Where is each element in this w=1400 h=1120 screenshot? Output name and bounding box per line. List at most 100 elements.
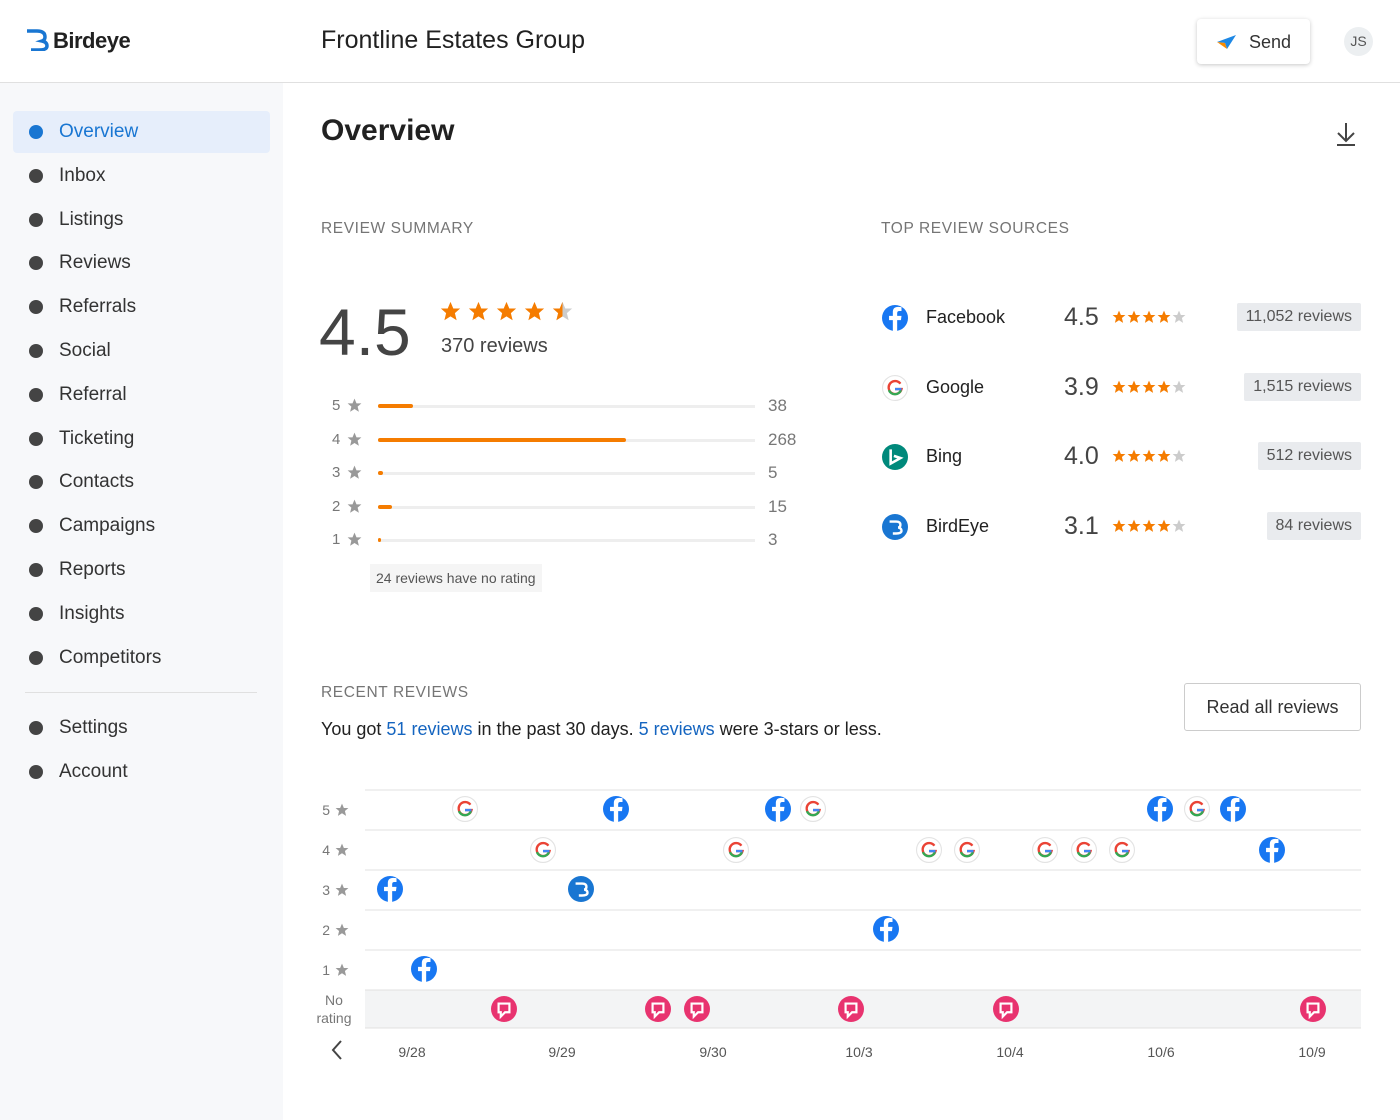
- review-icon[interactable]: [1032, 837, 1058, 863]
- nav-item[interactable]: Campaigns: [13, 505, 270, 547]
- star: [1112, 519, 1126, 532]
- review-icon[interactable]: [1300, 996, 1326, 1022]
- nav-icon: [29, 563, 43, 577]
- source-icon: [882, 444, 908, 470]
- review-icon[interactable]: [993, 996, 1019, 1022]
- review-badge[interactable]: 11,052 reviews: [1236, 303, 1361, 331]
- row-label: 2: [322, 922, 330, 938]
- send-label: Send: [1249, 32, 1292, 52]
- date-label: 9/30: [699, 1044, 726, 1060]
- date-label: 9/29: [548, 1044, 575, 1060]
- star: [1172, 380, 1186, 393]
- link[interactable]: 5 reviews: [638, 719, 715, 739]
- review-icon[interactable]: [684, 996, 710, 1022]
- download-icon[interactable]: [1335, 121, 1357, 147]
- nav-label: Contacts: [59, 471, 134, 493]
- avatar[interactable]: JS: [1344, 27, 1373, 56]
- star: [347, 465, 362, 479]
- review-badge[interactable]: 1,515 reviews: [1244, 372, 1361, 401]
- review-icon[interactable]: [723, 837, 749, 863]
- review-badge[interactable]: 512 reviews: [1257, 442, 1361, 470]
- icon: [882, 305, 908, 331]
- nav-label: Reports: [59, 559, 126, 580]
- nav-item[interactable]: Overview: [13, 111, 270, 153]
- count: 38: [768, 396, 787, 415]
- review-icon[interactable]: [838, 996, 864, 1022]
- row-label: 5: [322, 802, 330, 818]
- review-icon[interactable]: [1259, 837, 1285, 863]
- review-icon[interactable]: [1109, 837, 1135, 863]
- nav-label: Ticketing: [59, 427, 135, 449]
- nav-item[interactable]: Reports: [13, 549, 270, 591]
- nav-icon: [29, 387, 43, 402]
- timeline: 5 4 3 2 1 No rating 9/28 9/29 9/30 10/3 10/4 10/6 10/…: [316, 789, 1361, 1060]
- nav-item[interactable]: Social: [13, 330, 270, 372]
- source-rating: 4.0: [1064, 442, 1099, 470]
- nav-item[interactable]: Settings: [13, 707, 270, 749]
- review-icon[interactable]: [1071, 837, 1097, 863]
- review-icon[interactable]: [411, 956, 437, 982]
- nav-icon: [29, 168, 43, 183]
- link[interactable]: 51 reviews: [386, 719, 473, 739]
- date-label: 10/9: [1298, 1044, 1325, 1060]
- nav-item[interactable]: Referrals: [13, 286, 270, 328]
- nav-item[interactable]: Insights: [13, 593, 270, 635]
- review-icon[interactable]: [568, 876, 594, 902]
- nav-label: Settings: [59, 717, 128, 738]
- nav-label: Campaigns: [59, 515, 156, 537]
- send-button[interactable]: Send: [1197, 19, 1310, 64]
- review-icon[interactable]: [645, 996, 671, 1022]
- nav-item[interactable]: Account: [13, 751, 270, 793]
- icon-shape: [29, 563, 43, 577]
- icon: [882, 444, 908, 470]
- nav-item[interactable]: Reviews: [13, 242, 270, 284]
- nav-item[interactable]: Contacts: [13, 461, 270, 503]
- half-star: [552, 301, 563, 321]
- review-icon[interactable]: [1220, 796, 1246, 822]
- review-badge[interactable]: 84 reviews: [1266, 511, 1361, 540]
- nav-icon: [29, 212, 43, 227]
- star: [1112, 310, 1126, 323]
- source-icon: [882, 374, 908, 401]
- review-icon[interactable]: [916, 837, 942, 863]
- no-rating-note: 24 reviews have no rating: [370, 564, 542, 592]
- review-icon[interactable]: [954, 837, 980, 863]
- nav-divider: [25, 692, 257, 693]
- review-icon[interactable]: [1147, 796, 1173, 822]
- star: [1142, 310, 1156, 323]
- review-icon[interactable]: [452, 796, 478, 822]
- nav-item[interactable]: Competitors: [13, 637, 270, 679]
- star: [1172, 310, 1186, 323]
- star: [335, 923, 349, 936]
- text: were 3-stars or less.: [719, 719, 882, 739]
- review-icon[interactable]: [873, 916, 899, 942]
- star: [347, 398, 362, 412]
- read-all-button[interactable]: Read all reviews: [1184, 683, 1361, 731]
- nav-label: Insights: [59, 602, 125, 624]
- review-icon[interactable]: [491, 996, 517, 1022]
- review-icon[interactable]: [800, 796, 826, 822]
- section-heading: TOP REVIEW SOURCES: [881, 220, 1070, 237]
- review-icon[interactable]: [530, 837, 556, 863]
- nav-item[interactable]: Ticketing: [13, 418, 270, 460]
- icon-shape: [29, 212, 43, 227]
- star: [1142, 380, 1156, 393]
- prev-button[interactable]: [331, 1040, 342, 1060]
- nav-label: Reviews: [59, 252, 131, 274]
- header: Birdeye Frontline Estates Group Send JS: [0, 0, 1400, 83]
- review-icon[interactable]: [1184, 796, 1210, 822]
- nav-item[interactable]: Listings: [13, 199, 270, 241]
- bar: [378, 504, 392, 509]
- review-icon[interactable]: [377, 876, 403, 902]
- star: [1142, 449, 1156, 462]
- icon-shape: [29, 721, 43, 735]
- logo-text: Birdeye: [53, 28, 131, 53]
- star: [1157, 380, 1171, 393]
- nav-item[interactable]: Referral: [13, 374, 270, 416]
- nav-icon: [29, 519, 43, 534]
- review-icon[interactable]: [603, 796, 629, 822]
- star-level: 3: [332, 464, 341, 481]
- review-icon[interactable]: [765, 796, 791, 822]
- nav-item[interactable]: Inbox: [13, 155, 270, 197]
